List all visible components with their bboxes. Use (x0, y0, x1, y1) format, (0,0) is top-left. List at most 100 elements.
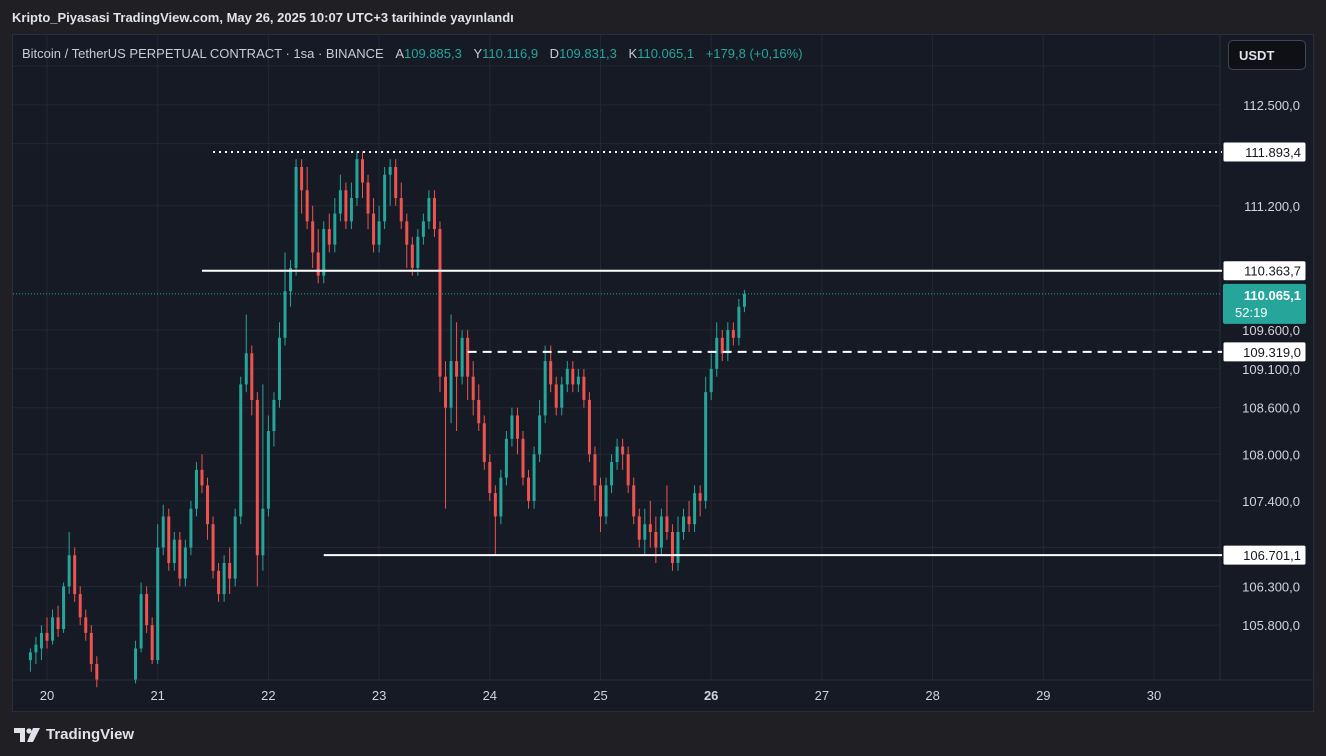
candle-body (95, 663, 99, 680)
x-tick-label: 22 (261, 688, 275, 703)
candle-body (510, 415, 514, 439)
candle-body (438, 229, 442, 377)
candle-body (239, 384, 243, 517)
candle-body (571, 368, 575, 385)
candle-body (360, 159, 364, 183)
candle-body (217, 570, 221, 595)
current-price-label: 110.065,1 (1244, 288, 1301, 303)
candle-body (621, 446, 625, 455)
candle-body (383, 174, 387, 222)
candle-body (538, 415, 542, 455)
candle-body (338, 190, 342, 214)
x-tick-label: 30 (1147, 688, 1161, 703)
candle-body (167, 516, 171, 564)
y-tick-label: 109.600,0 (1242, 323, 1300, 338)
change-value: +179,8 (+0,16%) (705, 46, 803, 61)
candle-body (565, 368, 569, 385)
chart-frame[interactable] (12, 34, 1314, 712)
currency-button[interactable]: USDT (1228, 40, 1306, 70)
candle-body (599, 485, 602, 517)
high-label: Y (473, 46, 483, 61)
candle-body (482, 423, 486, 463)
candle-body (693, 493, 697, 525)
candle-body (704, 392, 708, 501)
candle-body (294, 166, 298, 268)
candle-body (449, 361, 453, 408)
symbol-title[interactable]: Bitcoin / TetherUS PERPETUAL CONTRACT · … (22, 46, 384, 61)
candle-body (73, 555, 77, 595)
candle-body (277, 337, 281, 400)
candle-body (388, 166, 392, 175)
candle-body (410, 244, 414, 268)
candle-body (51, 617, 55, 641)
candle-body (244, 353, 248, 385)
x-tick-label: 27 (815, 688, 829, 703)
x-tick-label: 29 (1036, 688, 1050, 703)
candle-body (89, 632, 93, 664)
candle-body (604, 485, 608, 517)
candle-body (659, 516, 663, 548)
tradingview-logo[interactable]: TradingView (14, 726, 134, 743)
candle-body (189, 508, 193, 548)
bar-countdown-label: 52:19 (1235, 305, 1268, 320)
candle-body (344, 190, 348, 222)
level-price-tag (1222, 341, 1307, 363)
candle-body (255, 399, 259, 556)
y-tick-label: 112.500,0 (1243, 98, 1300, 113)
candle-body (311, 221, 315, 253)
y-tick-label: 107.400,0 (1242, 494, 1300, 509)
level-price-label: 111.893,4 (1245, 145, 1301, 160)
candle-body (327, 229, 331, 245)
candle-body (726, 330, 730, 354)
candle-body (39, 632, 43, 649)
low-value: 109.831,3 (559, 46, 617, 61)
candle-body (742, 293, 746, 307)
candle-body (427, 198, 431, 222)
level-price-tag (1222, 544, 1307, 566)
candle-body (626, 454, 630, 486)
candle-body (488, 462, 492, 494)
candle-body (194, 469, 198, 509)
level-price-tag (1222, 260, 1307, 282)
candle-body (466, 337, 470, 377)
publish-caption: Kripto_Piyasasi TradingView.com, May 26,… (12, 10, 514, 25)
candle-body (698, 493, 702, 501)
candle-body (582, 376, 586, 400)
candle-body (527, 477, 531, 501)
candle-body (300, 166, 304, 191)
candle-body (648, 524, 652, 532)
candle-body (200, 469, 204, 486)
candle-body (515, 415, 519, 439)
y-tick-label: 109.100,0 (1242, 362, 1300, 377)
candle-body (554, 384, 558, 408)
candle-body (632, 485, 636, 517)
candle-body (615, 446, 619, 463)
level-price-tag (1222, 141, 1307, 163)
candle-body (455, 361, 459, 377)
y-tick-label: 106.300,0 (1242, 579, 1300, 594)
candle-body (316, 252, 320, 276)
candle-body (504, 438, 508, 478)
candle-body (637, 516, 641, 540)
level-price-label: 109.319,0 (1243, 345, 1301, 360)
y-tick-label: 108.000,0 (1242, 447, 1300, 462)
open-label: A (395, 46, 404, 61)
candle-body (228, 563, 232, 579)
x-tick-label: 20 (40, 688, 54, 703)
candle-body (233, 516, 237, 579)
current-price-tag (1223, 283, 1306, 324)
candle-body (156, 547, 160, 661)
level-price-label: 110.363,7 (1244, 264, 1301, 279)
candle-body (222, 563, 226, 595)
high-value: 110.116,9 (482, 46, 539, 61)
x-tick-label: 23 (372, 688, 386, 703)
candle-body (665, 516, 669, 532)
close-label: K (628, 46, 638, 61)
candle-body (161, 516, 165, 548)
candle-body (377, 221, 381, 245)
candle-body (587, 399, 591, 455)
brand-name: TradingView (46, 726, 135, 743)
candle-body (731, 330, 735, 338)
candle-body (682, 516, 686, 532)
